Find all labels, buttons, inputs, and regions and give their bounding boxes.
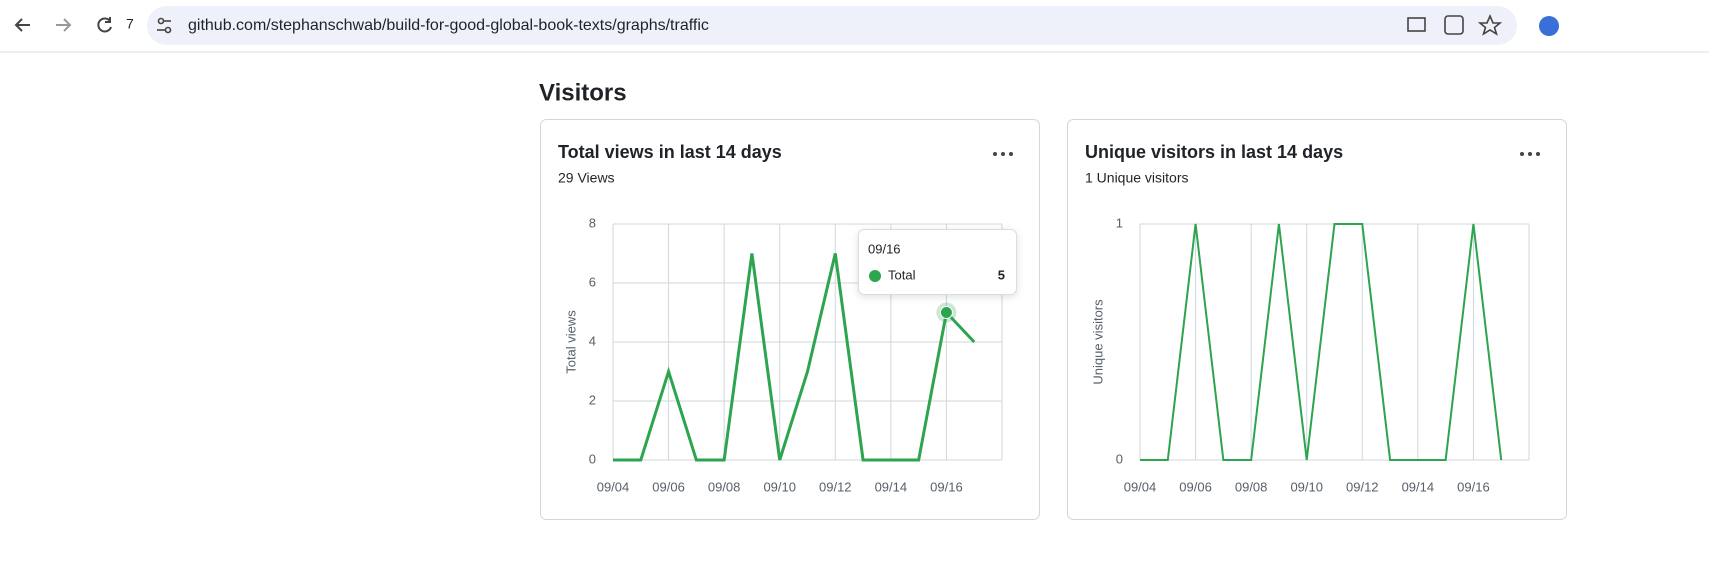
- x-tick-label: 09/12: [819, 479, 852, 494]
- y-tick-label: 1: [1116, 215, 1123, 230]
- chart-subtitle: 29 Views: [558, 170, 615, 186]
- y-tick-label: 0: [589, 451, 596, 466]
- address-bar[interactable]: [147, 6, 1517, 45]
- translate-icon[interactable]: [1444, 15, 1464, 35]
- y-tick-label: 2: [589, 392, 596, 407]
- reload-button[interactable]: [97, 17, 112, 33]
- x-tick-label: 09/10: [763, 479, 796, 494]
- site-info-icon[interactable]: [157, 17, 172, 34]
- profile-icon[interactable]: [1539, 16, 1559, 36]
- tooltip-series: Total: [888, 267, 916, 282]
- section-heading: Visitors: [539, 79, 627, 106]
- chart-title: Total views in last 14 days: [558, 142, 782, 162]
- y-tick-label: 0: [1116, 451, 1123, 466]
- x-tick-label: 09/04: [597, 479, 630, 494]
- y-tick-label: 8: [589, 215, 596, 230]
- highlight-point: [939, 306, 953, 319]
- x-tick-label: 09/06: [1179, 479, 1212, 494]
- tab-count: 7: [126, 16, 134, 32]
- bookmark-icon[interactable]: [1477, 13, 1503, 36]
- url: github.com/stephanschwab/build-for-good-…: [188, 17, 709, 34]
- menu-dot: [993, 152, 997, 156]
- x-tick-label: 09/10: [1290, 479, 1323, 494]
- card: [1067, 119, 1567, 520]
- chart-subtitle: 1 Unique visitors: [1085, 170, 1189, 186]
- tooltip-box: [858, 229, 1017, 295]
- x-tick-label: 09/12: [1346, 479, 1379, 494]
- chart-title: Unique visitors in last 14 days: [1085, 142, 1343, 162]
- forward-button[interactable]: [56, 18, 72, 32]
- menu-dot: [1520, 152, 1524, 156]
- x-tick-label: 09/14: [1402, 479, 1435, 494]
- y-axis-label: Unique visitors: [1090, 299, 1105, 385]
- tooltip-date: 09/16: [868, 241, 901, 256]
- menu-dot: [1009, 152, 1013, 156]
- y-tick-label: 6: [589, 274, 596, 289]
- card: [540, 119, 1040, 520]
- tooltip-value: 5: [998, 267, 1005, 282]
- x-tick-label: 09/08: [708, 479, 741, 494]
- x-tick-label: 09/06: [652, 479, 685, 494]
- menu-dot: [1536, 152, 1540, 156]
- data-line: [1140, 223, 1503, 461]
- x-tick-label: 09/14: [875, 479, 908, 494]
- x-tick-label: 09/16: [1457, 479, 1490, 494]
- x-tick-label: 09/16: [930, 479, 963, 494]
- back-button[interactable]: [14, 18, 30, 32]
- install-icon[interactable]: [1407, 17, 1426, 32]
- y-axis-label: Total views: [563, 310, 578, 374]
- data-line: [613, 253, 976, 462]
- tooltip: 09/16 Total 5: [858, 229, 1017, 295]
- x-tick-label: 09/08: [1235, 479, 1268, 494]
- x-tick-label: 09/04: [1124, 479, 1157, 494]
- menu-dot: [1528, 152, 1532, 156]
- menu-dot: [1001, 152, 1005, 156]
- y-tick-label: 4: [589, 333, 596, 348]
- tooltip-swatch: [869, 270, 881, 282]
